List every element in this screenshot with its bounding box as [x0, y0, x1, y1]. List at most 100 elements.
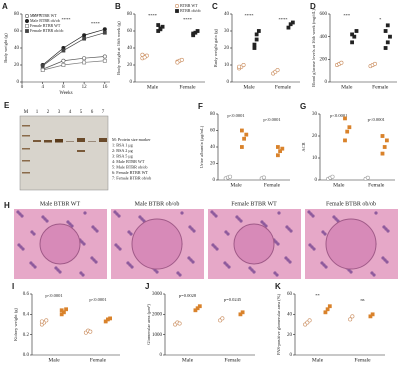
nucleus — [286, 258, 290, 262]
point — [380, 151, 385, 156]
annotation: **** — [91, 21, 101, 26]
point — [280, 146, 285, 151]
lane-label: 4 — [69, 110, 72, 115]
legend-label: Female BTBR WT — [30, 23, 61, 28]
point — [350, 314, 355, 319]
nucleus — [285, 225, 289, 229]
y-axis-label: Glomerular area (μm²) — [146, 304, 151, 345]
annotation: **** — [62, 17, 72, 22]
x-tick-label: Male — [312, 357, 324, 363]
lane-label: 6 — [91, 110, 94, 115]
nucleus — [43, 217, 47, 221]
nucleus — [191, 260, 195, 264]
nucleus — [370, 271, 374, 275]
point — [39, 319, 44, 324]
nucleus — [386, 229, 390, 233]
point — [240, 128, 244, 133]
y-tick-label: 20 — [287, 333, 293, 338]
nucleus — [307, 210, 311, 214]
gel-legend: 7: Female BTBR ob/ob — [112, 175, 151, 180]
panel-letter: A — [2, 2, 8, 11]
point — [348, 317, 353, 322]
point — [191, 31, 196, 36]
nucleus — [180, 211, 184, 215]
point — [286, 25, 291, 30]
gel-legend: 3: BSA 5 μg — [112, 153, 134, 158]
y-tick-label: 30 — [312, 112, 318, 117]
x-tick-label: Male — [341, 84, 353, 90]
nucleus — [211, 243, 215, 247]
nucleus — [113, 210, 117, 214]
nucleus — [312, 247, 316, 251]
nucleus — [381, 256, 385, 260]
nucleus — [187, 256, 191, 260]
point — [278, 149, 283, 154]
point — [142, 55, 147, 60]
nucleus — [92, 258, 96, 262]
point — [339, 60, 344, 65]
point — [261, 175, 266, 180]
y-tick-label: 80 — [127, 12, 133, 17]
point — [343, 116, 347, 121]
y-tick-label: 0 — [213, 178, 216, 183]
y-tick-label: 0 — [130, 80, 133, 85]
y-tick-label: 0.0 — [23, 353, 30, 358]
nucleus — [66, 220, 70, 224]
annotation: p<0.0001 — [263, 117, 280, 122]
nucleus — [310, 245, 314, 249]
nucleus — [374, 211, 378, 215]
point — [350, 32, 354, 37]
x-tick-label: 8 — [62, 85, 65, 90]
image-title: Female BTBR WT — [231, 201, 277, 207]
point — [241, 62, 246, 67]
x-tick-label: Female — [264, 182, 281, 188]
y-tick-label: 60 — [14, 29, 20, 34]
point — [61, 63, 66, 67]
x-tick-label: 12 — [82, 85, 88, 90]
x-tick-label: Male — [147, 84, 159, 90]
nucleus — [83, 211, 87, 215]
panel-letter: G — [300, 102, 306, 111]
y-tick-label: 20 — [127, 63, 133, 68]
point — [103, 319, 108, 324]
point — [354, 29, 359, 33]
y-tick-label: 10 — [312, 156, 318, 161]
y-tick-label: 2000 — [152, 312, 163, 317]
point — [175, 60, 180, 65]
y-tick-label: 60 — [127, 29, 133, 34]
legend-label: Male BTBR ob/ob — [30, 18, 60, 23]
gel-legend: 2: BSA 2 μg — [112, 148, 134, 153]
image-title: Male BTBR ob/ob — [135, 201, 180, 207]
y-tick-label: 600 — [320, 12, 328, 17]
point — [384, 138, 389, 143]
point — [343, 138, 347, 143]
point — [365, 175, 370, 180]
nucleus — [273, 271, 277, 275]
nucleus — [192, 229, 196, 233]
point — [254, 32, 259, 37]
y-tick-label: 60 — [210, 129, 216, 134]
y-axis-label: Body weight gain (g) — [213, 28, 218, 67]
point — [370, 312, 375, 317]
point — [175, 9, 179, 13]
panel-letter: B — [115, 2, 121, 11]
lane-label: 3 — [58, 110, 61, 115]
annotation: **** — [148, 13, 158, 18]
point — [61, 58, 66, 63]
y-axis-label: Body weight (g) — [3, 33, 8, 63]
panel-letter: C — [212, 2, 218, 11]
image-title: Female BTBR ob/ob — [326, 201, 376, 207]
lane-label: 1 — [36, 110, 39, 115]
point — [64, 307, 69, 312]
nucleus — [383, 258, 387, 262]
nucleus — [334, 217, 338, 221]
y-axis-label: Kidney weight (g) — [13, 308, 18, 341]
nucleus — [80, 240, 84, 244]
point — [158, 27, 163, 32]
nucleus — [91, 225, 95, 229]
annotation: **** — [183, 17, 193, 22]
nucleus — [372, 273, 376, 277]
y-tick-label: 400 — [320, 35, 328, 40]
x-tick-label: Male — [48, 357, 60, 363]
nucleus — [127, 230, 131, 234]
